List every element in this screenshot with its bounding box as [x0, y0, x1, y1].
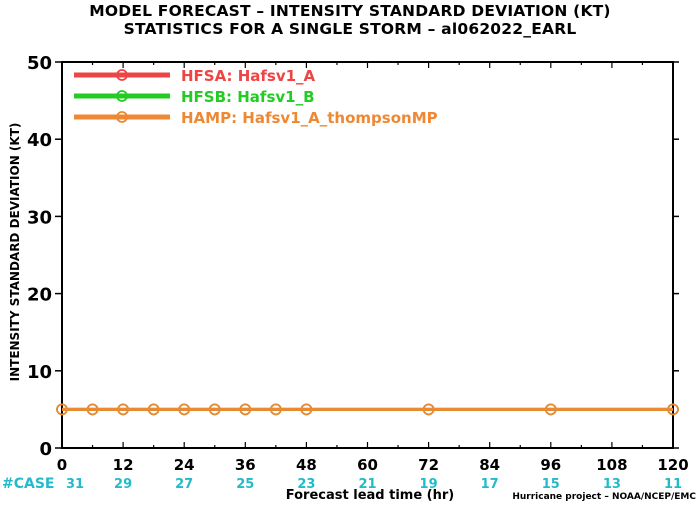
- case-count: 13: [603, 477, 621, 492]
- legend-marker: [116, 69, 128, 81]
- y-tick-label: 20: [27, 285, 52, 306]
- legend-label: HFSA: Hafsv1_A: [181, 67, 316, 85]
- x-tick-label: 0: [57, 456, 67, 474]
- case-count: 29: [114, 477, 132, 492]
- data-point: [422, 403, 435, 416]
- x-axis-label: Forecast lead time (hr): [285, 488, 455, 503]
- case-count: 11: [664, 477, 682, 492]
- credit-text: Hurricane project – NOAA/NCEP/EMC: [512, 492, 696, 502]
- case-row-label: #CASE: [2, 476, 55, 492]
- y-axis-label: INTENSITY STANDARD DEVIATION (KT): [8, 122, 22, 382]
- data-point: [86, 403, 99, 416]
- chart-subtitle: STATISTICS FOR A SINGLE STORM – al062022…: [123, 20, 577, 38]
- case-count: 31: [66, 477, 84, 492]
- data-point: [270, 403, 282, 416]
- x-tick-label: 24: [174, 456, 195, 474]
- x-tick-label: 36: [235, 456, 256, 474]
- legend-label: HAMP: Hafsv1_A_thompsonMP: [181, 109, 438, 127]
- x-tick-label: 84: [479, 456, 500, 474]
- case-count: 21: [358, 477, 376, 492]
- x-tick-label: 12: [113, 456, 134, 474]
- case-count: 25: [236, 477, 254, 492]
- x-tick-label: 96: [540, 456, 561, 474]
- x-tick-label: 72: [418, 456, 439, 474]
- y-tick-label: 10: [27, 362, 52, 383]
- data-point: [117, 403, 129, 416]
- case-count: 27: [175, 477, 193, 492]
- legend-marker: [116, 111, 128, 123]
- x-tick-label: 60: [357, 456, 378, 474]
- legend-marker: [116, 90, 128, 102]
- chart-title: MODEL FORECAST – INTENSITY STANDARD DEVI…: [89, 2, 611, 20]
- data-point: [300, 403, 313, 416]
- x-tick-label: 120: [657, 456, 688, 474]
- y-tick-label: 0: [39, 439, 52, 460]
- data-point: [667, 403, 679, 416]
- y-tick-label: 30: [27, 207, 52, 228]
- data-point: [208, 403, 221, 416]
- y-tick-label: 50: [27, 53, 52, 74]
- y-tick-label: 40: [27, 130, 52, 151]
- case-count: 19: [420, 477, 438, 492]
- data-point: [239, 403, 252, 416]
- data-point: [178, 403, 190, 416]
- case-count: 17: [481, 477, 499, 492]
- data-point: [147, 403, 160, 416]
- case-count: 15: [542, 477, 560, 492]
- x-tick-label: 108: [596, 456, 627, 474]
- legend-label: HFSB: Hafsv1_B: [181, 88, 315, 106]
- case-count: 23: [297, 477, 315, 492]
- x-tick-label: 48: [296, 456, 317, 474]
- data-point: [544, 403, 557, 416]
- data-point: [56, 403, 68, 416]
